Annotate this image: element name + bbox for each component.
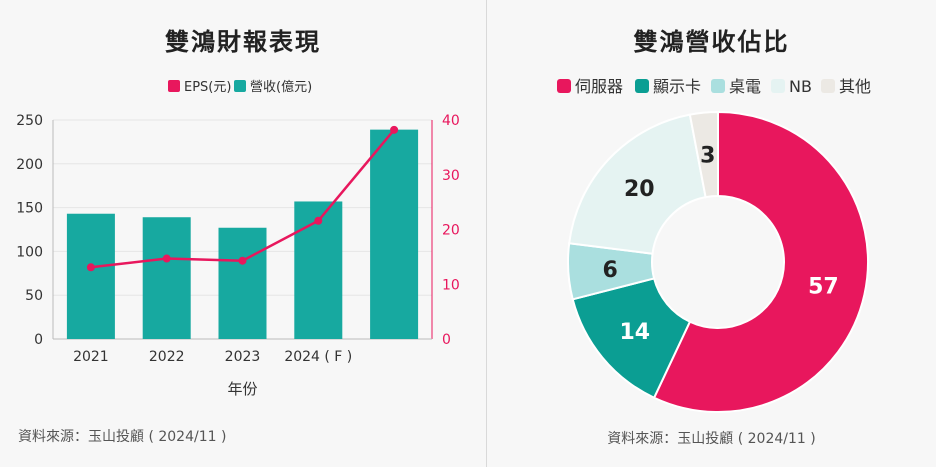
x-axis-label: 年份 xyxy=(227,380,257,398)
y-left-tick-label: 150 xyxy=(16,201,43,217)
revenue-bar xyxy=(66,213,115,339)
legend-label: EPS(元) xyxy=(184,80,231,95)
legend-swatch xyxy=(557,79,571,93)
left-source-note: 資料來源：玉山投顧 ( 2024/11 ) xyxy=(18,429,227,445)
x-tick-label: 2021 xyxy=(73,349,109,365)
legend-swatch xyxy=(771,79,785,93)
legend-label: 營收(億元) xyxy=(250,79,312,95)
y-left-tick-label: 200 xyxy=(16,157,43,173)
revenue-bar xyxy=(218,227,267,339)
right-source-note: 資料來源：玉山投顧 ( 2024/11 ) xyxy=(607,431,816,447)
financial-chart-panel: 雙鴻財報表現 0 50 100 150 200 250 0 10 20 30 40 2021 2022 2… xyxy=(16,28,460,445)
eps-point xyxy=(314,216,323,225)
right-chart-title: 雙鴻營收佔比 xyxy=(633,28,790,56)
legend-swatch xyxy=(711,79,725,93)
eps-point xyxy=(390,125,399,134)
y-left-tick-label: 0 xyxy=(34,332,43,348)
legend-swatch xyxy=(821,79,835,93)
slice-value-label: 20 xyxy=(624,177,655,202)
legend-label: NB xyxy=(789,77,812,96)
y-left-tick-label: 250 xyxy=(16,113,43,129)
slice-value-label: 14 xyxy=(619,320,650,345)
eps-point xyxy=(86,263,95,272)
revenue-share-panel: 雙鴻營收佔比 57 14 6 20 3 伺服器 顯示卡 桌電 NB 其他 資料來源：玉山投顧 ( … xyxy=(487,0,936,467)
left-chart-title: 雙鴻財報表現 xyxy=(165,28,321,56)
legend-label: 桌電 xyxy=(729,77,761,96)
slice-value-label: 57 xyxy=(808,275,839,300)
y-right-tick-label: 30 xyxy=(442,168,460,184)
revenue-bar xyxy=(142,217,191,339)
donut-slice xyxy=(688,110,719,199)
donut-slice xyxy=(568,113,707,255)
y-right-tick-label: 10 xyxy=(442,277,460,293)
legend-label: 伺服器 xyxy=(575,77,623,96)
financial-combo-chart: 0 50 100 150 200 250 0 10 20 30 40 2021 2022 2023 2024… xyxy=(16,79,460,398)
y-left-tick-label: 50 xyxy=(25,288,43,304)
legend-label: 其他 xyxy=(839,77,871,96)
legend-swatch xyxy=(234,80,246,92)
y-right-tick-label: 0 xyxy=(442,332,451,348)
revenue-donut-chart: 57 14 6 20 3 伺服器 顯示卡 桌電 NB 其他 xyxy=(557,77,871,413)
slice-value-label: 3 xyxy=(700,143,715,168)
y-right-tick-label: 40 xyxy=(442,113,460,129)
donut-slice xyxy=(652,110,869,413)
legend-swatch xyxy=(168,80,180,92)
panel-divider xyxy=(486,0,487,467)
eps-point xyxy=(162,254,171,263)
legend-label: 顯示卡 xyxy=(653,77,701,96)
legend-swatch xyxy=(635,79,649,93)
revenue-bar xyxy=(370,129,419,339)
slice-value-label: 6 xyxy=(603,258,618,283)
eps-point xyxy=(238,256,247,265)
x-tick-label: 2024 ( F ) xyxy=(284,349,352,365)
y-left-tick-label: 100 xyxy=(16,244,43,260)
x-tick-label: 2023 xyxy=(225,349,261,365)
x-tick-label: 2022 xyxy=(149,349,185,365)
y-right-tick-label: 20 xyxy=(442,223,460,239)
